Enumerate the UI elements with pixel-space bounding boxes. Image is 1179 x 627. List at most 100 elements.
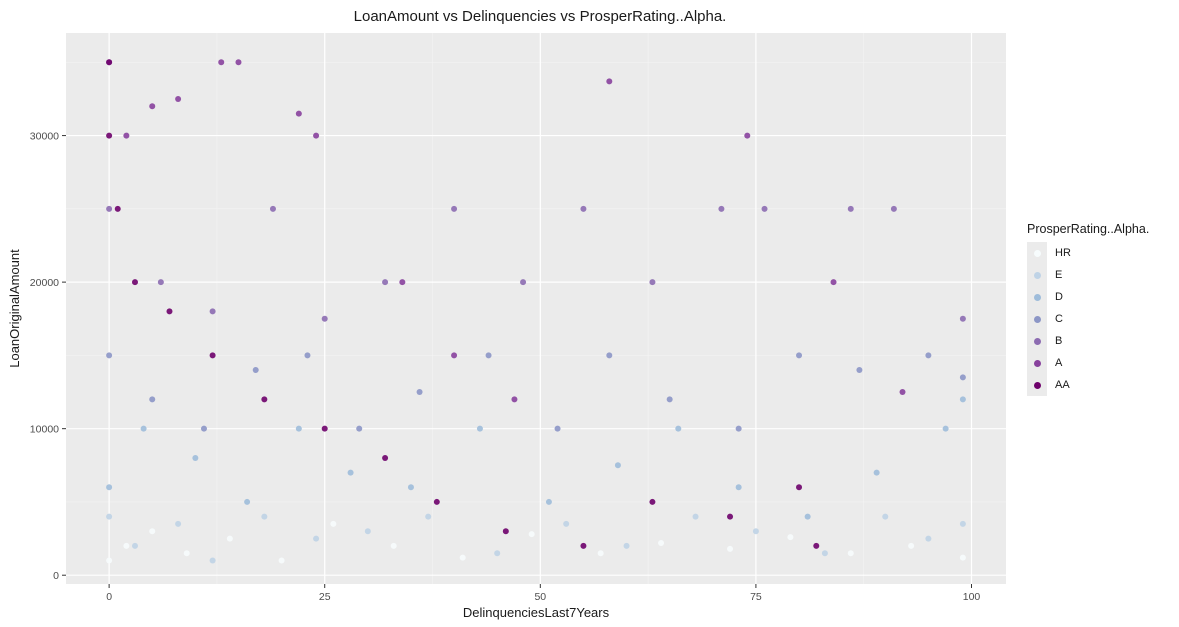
data-point-aa [166,308,173,315]
legend-label: AA [1055,379,1070,391]
data-point-e [821,550,828,557]
data-point-aa [727,513,734,520]
legend-key [1027,242,1047,264]
data-point-aa [382,454,389,461]
data-point-aa [433,498,440,505]
data-point-b [761,205,768,212]
data-point-c [356,425,363,432]
data-point-e [209,557,216,564]
legend: ProsperRating..Alpha. HR E D C B A AA [1027,222,1177,396]
data-point-d [244,498,251,505]
data-point-b [847,205,854,212]
data-point-a [744,132,751,139]
data-point-aa [131,279,138,286]
data-point-e [959,520,966,527]
data-point-aa [796,484,803,491]
data-point-hr [787,534,794,541]
y-axis-title: LoanOriginalAmount [7,249,22,368]
data-point-a [511,396,518,403]
data-point-aa [649,498,656,505]
data-point-hr [528,531,535,538]
data-point-c [106,352,113,359]
data-point-c [925,352,932,359]
legend-item-aa: AA [1027,374,1177,396]
data-point-e [752,528,759,535]
data-point-d [476,425,483,432]
data-point-d [106,484,113,491]
data-point-e [563,520,570,527]
data-point-c [856,367,863,374]
data-point-c [796,352,803,359]
data-point-c [416,389,423,396]
legend-dot [1033,315,1041,323]
data-point-c [666,396,673,403]
data-point-e [425,513,432,520]
data-point-b [520,279,527,286]
data-point-d [959,396,966,403]
data-point-b [890,205,897,212]
data-point-d [407,484,414,491]
data-point-aa [261,396,268,403]
data-point-aa [813,542,820,549]
legend-item-b: B [1027,330,1177,352]
x-tick-label: 25 [319,591,331,603]
data-point-hr [149,528,156,535]
data-point-d [140,425,147,432]
data-point-hr [459,554,466,561]
data-point-e [313,535,320,542]
data-point-a [399,279,406,286]
data-point-hr [226,535,233,542]
legend-item-c: C [1027,308,1177,330]
legend-dot [1033,271,1041,279]
data-point-hr [597,550,604,557]
legend-key [1027,308,1047,330]
legend-dot [1033,293,1041,301]
data-point-aa [502,528,509,535]
legend-label: HR [1055,247,1071,259]
data-point-aa [114,205,121,212]
legend-label: D [1055,291,1063,303]
plot-panel [66,33,1006,584]
data-point-c [149,396,156,403]
data-point-d [192,454,199,461]
data-point-d [942,425,949,432]
data-point-c [485,352,492,359]
data-point-hr [183,550,190,557]
data-point-b [269,205,276,212]
data-point-a [175,95,182,102]
legend-item-a: A [1027,352,1177,374]
data-point-hr [727,545,734,552]
data-point-b [959,315,966,322]
data-point-hr [658,539,665,546]
data-point-c [735,425,742,432]
data-point-d [873,469,880,476]
data-point-c [959,374,966,381]
x-tick-label: 100 [963,591,981,603]
data-point-b [451,205,458,212]
data-point-e [882,513,889,520]
legend-title: ProsperRating..Alpha. [1027,222,1150,236]
data-point-hr [123,542,130,549]
legend-key [1027,264,1047,286]
x-tick-label: 50 [534,591,546,603]
y-tick-label: 30000 [30,131,59,143]
data-point-a [123,132,130,139]
data-point-c [606,352,613,359]
data-point-e [623,542,630,549]
x-tick-label: 0 [106,591,112,603]
grid-lines [66,33,1006,584]
y-tick-label: 20000 [30,277,59,289]
data-point-d [614,462,621,469]
x-tick-label: 75 [750,591,762,603]
data-point-c [554,425,561,432]
data-point-aa [209,352,216,359]
data-point-d [347,469,354,476]
data-point-hr [278,557,285,564]
legend-item-d: D [1027,286,1177,308]
legend-item-hr: HR [1027,242,1177,264]
data-point-c [252,367,259,374]
data-point-a [313,132,320,139]
data-point-c [304,352,311,359]
data-point-a [295,110,302,117]
data-point-a [218,59,225,66]
